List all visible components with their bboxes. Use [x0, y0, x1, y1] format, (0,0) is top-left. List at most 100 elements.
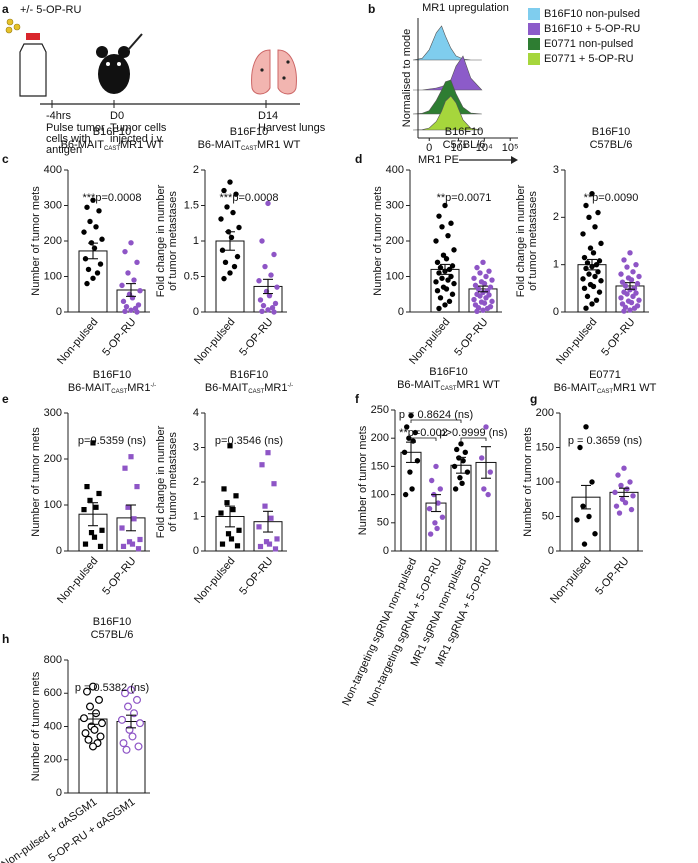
chart-subtitle: B6-MAITCASTMR1 WT	[397, 379, 500, 392]
data-point	[433, 463, 439, 470]
data-point	[630, 269, 636, 275]
data-point	[119, 739, 128, 748]
x-tick-label: Non-pulsed	[192, 555, 237, 606]
subtitle-part: -/-	[150, 383, 156, 389]
y-tick-label: 100	[44, 270, 62, 282]
data-point	[227, 179, 233, 185]
p-value: ***p=0.0008	[82, 192, 141, 204]
data-point	[117, 715, 126, 724]
data-point	[268, 515, 274, 521]
data-point	[88, 682, 97, 691]
data-point	[458, 441, 464, 447]
data-point	[412, 429, 418, 436]
data-point	[618, 482, 624, 489]
data-point	[580, 276, 586, 282]
data-point	[219, 247, 226, 253]
data-point	[262, 263, 268, 270]
data-point	[123, 303, 130, 310]
mouse-icon	[117, 62, 121, 66]
data-point	[135, 302, 142, 308]
x-tick-label: Non-pulsed	[548, 555, 593, 606]
data-point	[123, 702, 132, 711]
data-point	[88, 530, 95, 536]
panel-label: b	[368, 2, 375, 16]
data-point	[271, 481, 277, 487]
panel-label: c	[2, 152, 9, 166]
step-text: Pulse tumor	[46, 122, 105, 134]
data-point	[586, 513, 592, 520]
subtitle-part: B6-MAIT	[61, 139, 105, 151]
data-point	[126, 685, 135, 694]
data-point	[618, 271, 624, 277]
data-point	[460, 458, 466, 464]
data-point	[434, 259, 441, 265]
chart-title: B16F10	[230, 369, 269, 381]
data-point	[437, 264, 444, 271]
chart-title: B16F10	[230, 126, 269, 138]
treatment-label: +/- 5-OP-RU	[20, 4, 81, 16]
data-point	[427, 531, 434, 537]
mouse-icon	[96, 46, 108, 58]
x-tick-label: 10⁵	[502, 142, 519, 154]
data-point	[475, 286, 482, 292]
data-point	[633, 261, 639, 268]
y-tick-label: 0	[56, 545, 62, 557]
data-point	[236, 224, 242, 231]
subtitle-part: B6-MAIT	[554, 382, 598, 394]
subtitle-part: CAST	[248, 389, 264, 395]
data-point	[90, 275, 96, 281]
data-point	[477, 270, 483, 276]
data-point	[434, 525, 440, 532]
data-point	[596, 289, 603, 295]
data-point	[624, 486, 630, 492]
data-point	[256, 524, 262, 530]
data-point	[128, 307, 134, 313]
data-point	[81, 507, 87, 513]
subtitle-part: CAST	[104, 146, 120, 152]
y-tick-label: 2	[553, 211, 559, 223]
lung-icon	[251, 49, 271, 95]
x-tick-label: Non-pulsed	[192, 316, 237, 367]
y-tick-label: 100	[386, 270, 404, 282]
data-point	[636, 297, 642, 303]
data-point	[230, 209, 236, 216]
y-tick-label: 200	[386, 235, 404, 247]
data-point	[580, 231, 586, 237]
data-point	[442, 302, 448, 308]
subtitle-part: C57BL/6	[443, 139, 486, 151]
data-point	[583, 305, 589, 311]
data-point	[583, 424, 589, 430]
data-point	[433, 279, 439, 285]
y-tick-label: 200	[44, 453, 62, 465]
step-text: injected i.v.	[110, 133, 164, 145]
data-point	[581, 285, 588, 292]
data-point	[96, 208, 102, 214]
data-point	[407, 469, 413, 475]
p-value: p = 0.8624 (ns)	[399, 409, 473, 421]
data-point	[621, 257, 627, 263]
x-tick-label: Non-pulsed	[554, 316, 599, 367]
data-point	[634, 280, 641, 287]
subtitle-part: B6-MAIT	[198, 139, 242, 151]
data-point	[587, 245, 594, 251]
panel-label: e	[2, 392, 9, 406]
data-point	[225, 531, 232, 537]
chart-subtitle: B6-MAITCASTMR1-/-	[68, 382, 156, 395]
data-point	[122, 465, 128, 471]
legend-swatch	[528, 8, 540, 20]
data-point	[274, 284, 280, 290]
data-point	[96, 490, 102, 497]
y-tick-label: 1	[193, 235, 199, 247]
data-point	[439, 514, 446, 520]
x-tick-label: Non-pulsed	[407, 316, 452, 367]
y-tick-label: 2	[193, 164, 199, 176]
data-point	[624, 264, 630, 270]
p-value: **p=0.0090	[584, 192, 639, 204]
data-point	[436, 305, 442, 312]
data-point	[459, 480, 465, 487]
data-point	[483, 424, 489, 430]
data-point	[630, 493, 636, 499]
data-point	[574, 517, 580, 523]
data-point	[586, 271, 592, 277]
